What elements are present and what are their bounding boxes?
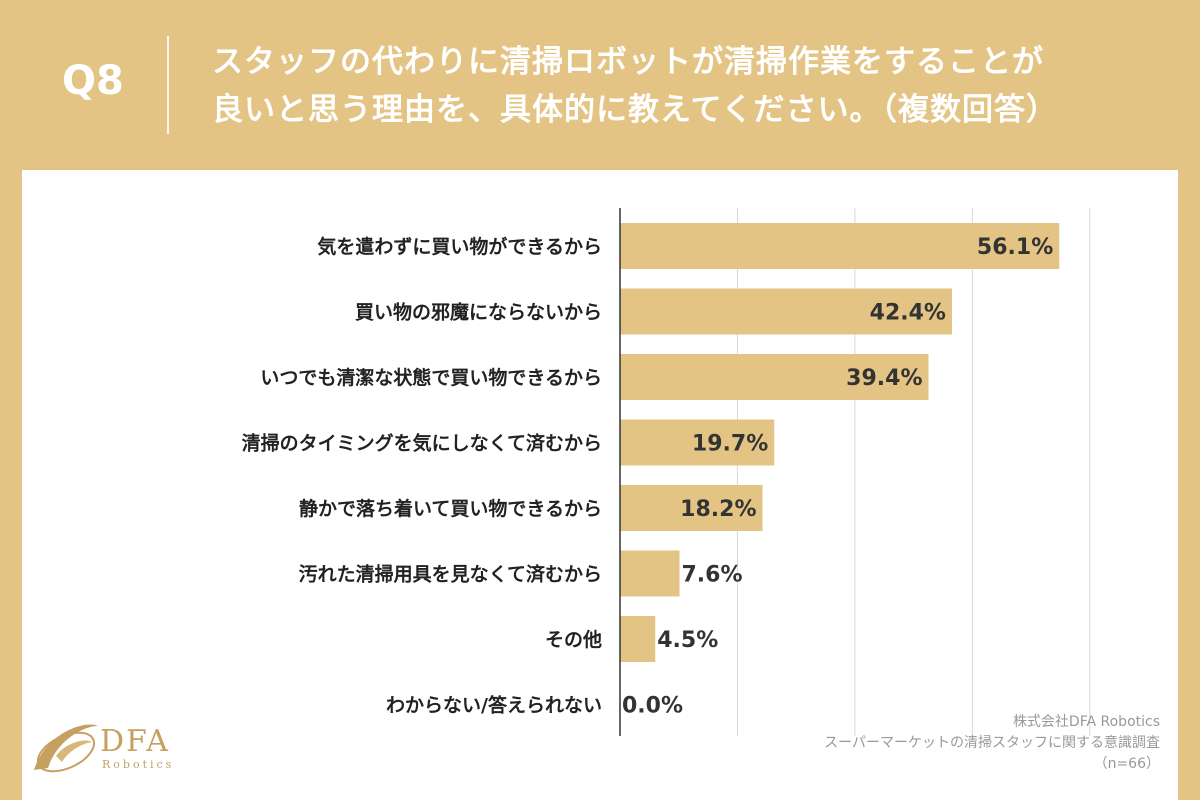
category-label-4: 静かで落ち着いて買い物できるから [299, 497, 602, 520]
question-title: スタッフの代わりに清掃ロボットが清掃作業をすることが 良いと思う理由を、具体的に… [212, 38, 1172, 134]
bar-2 [620, 354, 929, 400]
bar-3 [620, 419, 775, 466]
value-label-2: 39.4% [846, 366, 922, 391]
logo-sub-text: Robotics [102, 758, 175, 771]
header: Q8 スタッフの代わりに清掃ロボットが清掃作業をすることが 良いと思う理由を、具… [0, 0, 1200, 170]
category-label-2: いつでも清潔な状態で買い物できるから [260, 366, 602, 389]
source-survey-name: スーパーマーケットの清掃スタッフに関する意識調査 [824, 735, 1160, 751]
bar-0 [620, 223, 1060, 269]
category-label-6: その他 [545, 628, 602, 651]
value-label-5: 7.6% [682, 563, 743, 588]
bar-6 [620, 616, 656, 662]
category-label-1: 買い物の邪魔にならないから [355, 301, 602, 324]
logo-main-text: DFA [100, 724, 170, 759]
value-label-3: 19.7% [692, 432, 768, 457]
category-label-0: 気を遣わずに買い物ができるから [317, 235, 602, 258]
source-company: 株式会社DFA Robotics [1012, 714, 1160, 730]
logo-text: DFA Robotics [100, 724, 175, 772]
source-note: 株式会社DFA Robotics スーパーマーケットの清掃スタッフに関する意識調… [824, 712, 1160, 775]
value-label-6: 4.5% [657, 628, 718, 653]
bar-1 [620, 288, 952, 335]
dfa-logo [26, 712, 186, 778]
value-label-7: 0.0% [622, 694, 683, 719]
question-title-line1: スタッフの代わりに清掃ロボットが清掃作業をすることが [212, 44, 1044, 80]
value-label-0: 56.1% [977, 235, 1053, 260]
bar-5 [620, 550, 680, 597]
question-number: Q8 [62, 58, 124, 104]
value-label-4: 18.2% [680, 497, 756, 522]
category-label-3: 清掃のタイミングを気にしなくて済むから [242, 432, 602, 455]
logo-emblem-icon [34, 724, 98, 773]
value-label-1: 42.4% [870, 301, 946, 326]
source-sample-size: （n=66） [1093, 756, 1160, 772]
chart-panel: 気を遣わずに買い物ができるから 56.1% 買い物の邪魔にならないから 42.4% いつ… [22, 170, 1178, 800]
category-label-7: わからない/答えられない [386, 694, 602, 717]
bar-4 [620, 485, 763, 531]
question-title-line2: 良いと思う理由を、具体的に教えてください。（複数回答） [212, 92, 1059, 128]
category-label-5: 汚れた清掃用具を見なくて済むから [299, 563, 602, 586]
header-divider [167, 36, 169, 134]
bar-chart: 気を遣わずに買い物ができるから 56.1% 買い物の邪魔にならないから 42.4% いつ… [242, 208, 1091, 736]
